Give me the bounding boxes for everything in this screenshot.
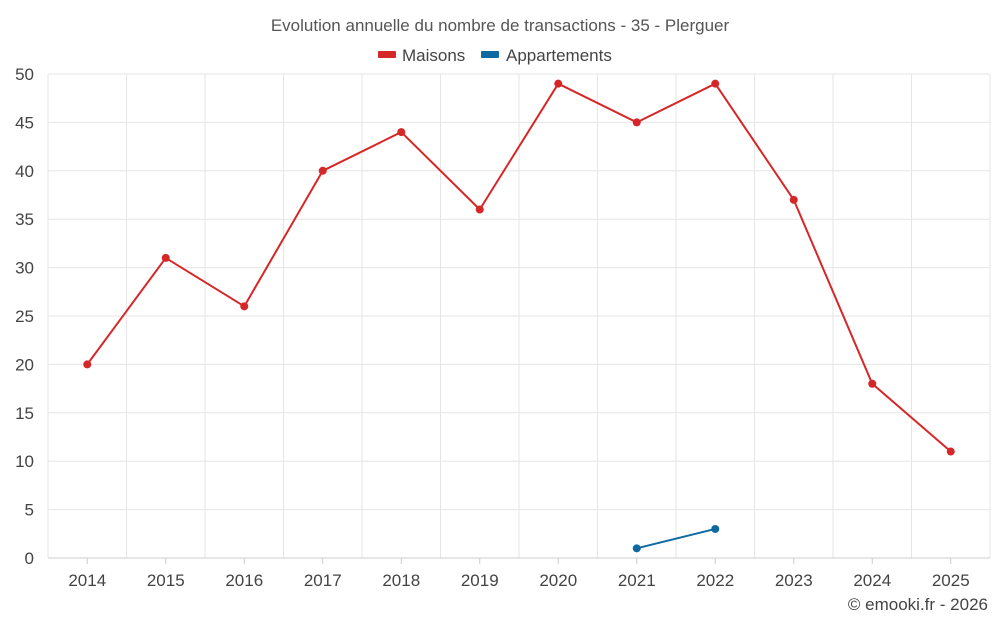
x-tick-label: 2015 xyxy=(147,571,185,590)
series-line-appartements xyxy=(636,527,716,550)
x-tick-label: 2014 xyxy=(68,571,106,590)
data-point-maisons-2017[interactable] xyxy=(318,166,327,175)
grid xyxy=(47,73,991,558)
y-tick-label: 35 xyxy=(15,210,34,229)
legend-item-appartements[interactable]: Appartements xyxy=(481,46,612,65)
x-tick-label: 2019 xyxy=(461,571,499,590)
x-tick-label: 2021 xyxy=(618,571,656,590)
data-point-maisons-2021[interactable] xyxy=(632,118,641,127)
x-tick-label: 2017 xyxy=(304,571,342,590)
y-tick-label: 50 xyxy=(15,65,34,84)
x-tick-label: 2016 xyxy=(225,571,263,590)
chart-title: Evolution annuelle du nombre de transact… xyxy=(271,16,730,35)
x-tick-label: 2020 xyxy=(539,571,577,590)
y-tick-label: 5 xyxy=(25,501,34,520)
x-tick-label: 2023 xyxy=(775,571,813,590)
data-point-maisons-2019[interactable] xyxy=(475,205,484,214)
legend-swatch-maisons xyxy=(378,51,396,58)
data-point-maisons-2024[interactable] xyxy=(868,379,877,388)
data-point-appartements-2022[interactable] xyxy=(711,524,720,533)
data-point-appartements-2021[interactable] xyxy=(632,544,641,553)
y-tick-label: 30 xyxy=(15,259,34,278)
data-point-maisons-2018[interactable] xyxy=(397,128,406,137)
series xyxy=(83,79,955,553)
legend-label-appartements: Appartements xyxy=(506,46,612,65)
data-point-maisons-2016[interactable] xyxy=(240,302,249,311)
chart-credit: © emooki.fr - 2026 xyxy=(848,595,988,614)
legend-item-maisons[interactable]: Maisons xyxy=(378,46,465,65)
data-point-maisons-2015[interactable] xyxy=(161,253,170,262)
series-appartements xyxy=(632,524,720,553)
data-point-maisons-2025[interactable] xyxy=(946,447,955,456)
y-tick-label: 45 xyxy=(15,113,34,132)
data-point-maisons-2023[interactable] xyxy=(789,195,798,204)
legend-swatch-appartements xyxy=(481,51,499,58)
x-tick-label: 2018 xyxy=(382,571,420,590)
y-tick-label: 15 xyxy=(15,404,34,423)
x-tick-label: 2025 xyxy=(932,571,970,590)
y-tick-label: 25 xyxy=(15,307,34,326)
series-maisons xyxy=(83,79,955,456)
data-point-maisons-2020[interactable] xyxy=(554,79,563,88)
legend-label-maisons: Maisons xyxy=(402,46,465,65)
y-tick-label: 0 xyxy=(25,549,34,568)
x-tick-label: 2024 xyxy=(853,571,891,590)
y-tick-label: 10 xyxy=(15,452,34,471)
x-tick-label: 2022 xyxy=(696,571,734,590)
series-line-maisons xyxy=(86,82,952,453)
y-tick-label: 20 xyxy=(15,355,34,374)
data-point-maisons-2014[interactable] xyxy=(83,360,92,369)
data-point-maisons-2022[interactable] xyxy=(711,79,720,88)
y-tick-label: 40 xyxy=(15,162,34,181)
legend: Maisons Appartements xyxy=(378,46,612,65)
